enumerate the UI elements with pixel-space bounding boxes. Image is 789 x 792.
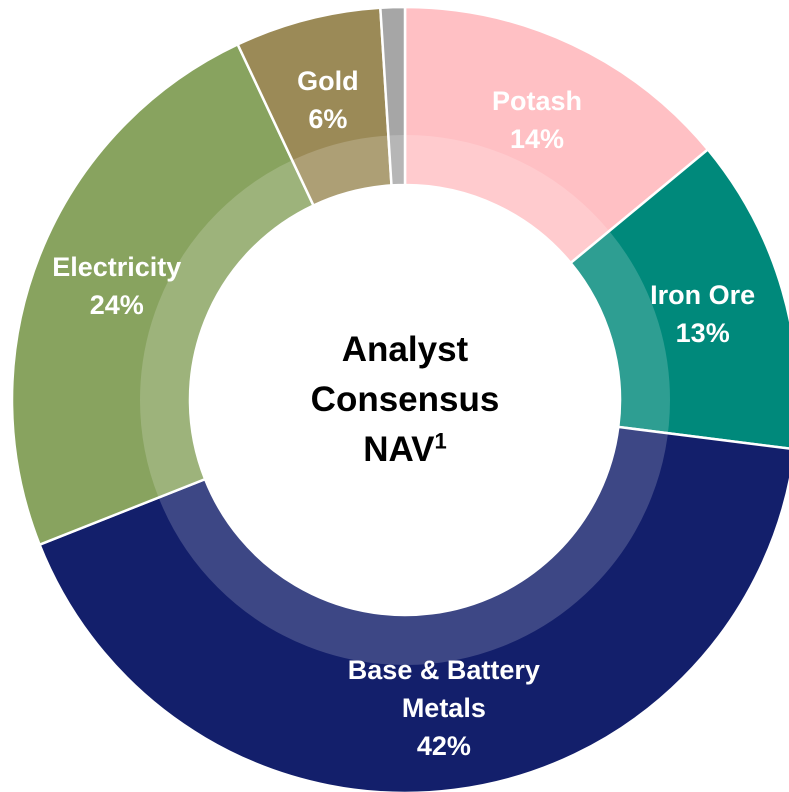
slice-label: Electricity 24% xyxy=(0,248,242,324)
value-label: 14% xyxy=(509,123,564,154)
value-label: 13% xyxy=(675,317,730,348)
center-title: Analyst Consensus NAV1 xyxy=(310,325,500,475)
category-label: Potash xyxy=(491,85,582,116)
category-label: Electricity xyxy=(52,251,182,282)
value-label: 6% xyxy=(308,103,348,134)
slice-label: Iron Ore 13% xyxy=(578,276,789,352)
title-footnote: 1 xyxy=(434,428,447,454)
category-label: Base & Battery Metals xyxy=(347,654,540,723)
hole xyxy=(190,185,620,615)
value-label: 42% xyxy=(416,730,471,761)
slice-label: Gold 6% xyxy=(203,62,453,138)
slice-label: Potash 14% xyxy=(412,82,662,158)
title: Analyst Consensus NAV xyxy=(310,330,500,469)
category-label: Iron Ore xyxy=(650,279,756,310)
inner-band xyxy=(140,135,670,665)
value-label: 24% xyxy=(89,289,144,320)
slice-label: Base & Battery Metals 42% xyxy=(319,651,569,765)
category-label: Gold xyxy=(297,65,359,96)
